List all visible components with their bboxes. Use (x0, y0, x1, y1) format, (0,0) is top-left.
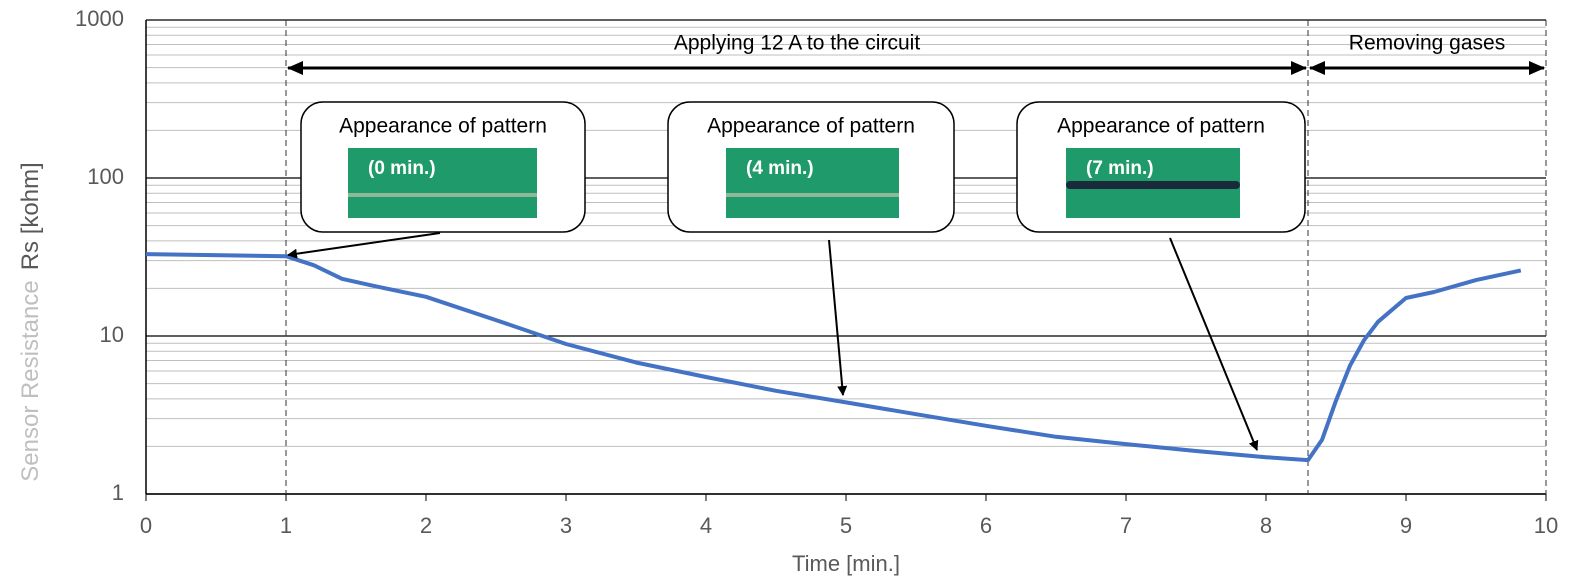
x-tick-label: 10 (1534, 513, 1558, 538)
chart: Time [min.] Sensor Resistance Rs [kohm] 1… (0, 0, 1586, 586)
x-tick-label: 2 (420, 513, 432, 538)
x-tick-label: 6 (980, 513, 992, 538)
y-tick-label: 100 (87, 164, 124, 189)
grid (146, 20, 1546, 494)
x-tick-label: 9 (1400, 513, 1412, 538)
x-tick-label: 5 (840, 513, 852, 538)
pattern-trace (348, 193, 537, 197)
y-tick-label: 1000 (75, 6, 124, 31)
callout-title: Appearance of pattern (339, 115, 547, 138)
x-tick-label: 4 (700, 513, 712, 538)
x-tick-label: 3 (560, 513, 572, 538)
image-label: (0 min.) (368, 158, 436, 179)
x-axis-title: Time [min.] (792, 551, 900, 576)
x-tick-label: 7 (1120, 513, 1132, 538)
pattern-trace (1066, 181, 1240, 189)
callout-arrow (829, 240, 843, 395)
pattern-trace (726, 193, 899, 197)
y-axis-title-main: Sensor Resistance (17, 280, 44, 481)
callout-title: Appearance of pattern (1057, 115, 1265, 138)
image-label: (4 min.) (746, 158, 814, 179)
y-axis-title: Sensor Resistance Rs [kohm] (17, 162, 44, 481)
callout-title: Appearance of pattern (707, 115, 915, 138)
span-label: Removing gases (1349, 32, 1505, 55)
y-tick-label: 10 (100, 322, 124, 347)
y-tick-label: 1 (112, 480, 124, 505)
callout-arrow (288, 233, 440, 255)
image-label: (7 min.) (1086, 158, 1154, 179)
x-tick-label: 1 (280, 513, 292, 538)
y-axis-title-unit: Rs [kohm] (17, 162, 44, 270)
x-tick-label: 8 (1260, 513, 1272, 538)
span-label: Applying 12 A to the circuit (674, 32, 920, 55)
x-tick-label: 0 (140, 513, 152, 538)
